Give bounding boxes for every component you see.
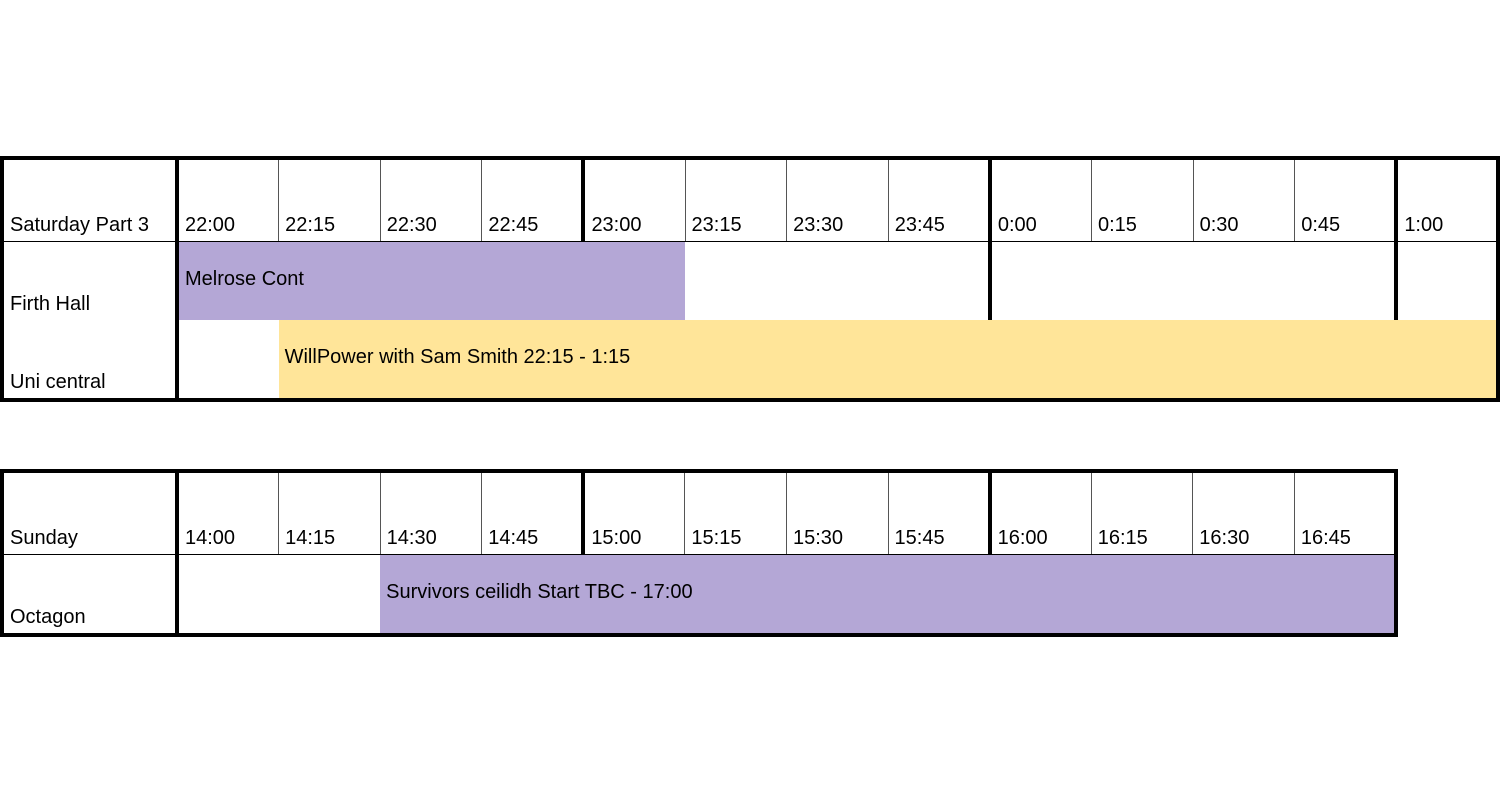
event: WillPower with Sam Smith 22:15 - 1:15	[278, 320, 1498, 400]
time: 16:15	[1090, 471, 1193, 555]
venue: Firth Hall	[10, 293, 91, 315]
time: 0:30	[1192, 158, 1295, 242]
event: Melrose Cont	[174, 241, 686, 320]
time: 15:45	[887, 471, 990, 555]
time: 23:15	[684, 158, 787, 242]
time: 1:00	[1394, 158, 1498, 242]
time: 22:45	[481, 158, 584, 242]
venue-row: Uni central WillPower with Sam Smith 22:…	[2, 320, 1498, 400]
saturday-schedule: Saturday Part 3 22:00 22:15 22:30 22:45 …	[0, 156, 1500, 402]
event-label: Survivors ceilidh Start TBC - 17:00	[386, 580, 693, 603]
header-row: Saturday Part 3 22:00 22:15 22:30 22:45 …	[1, 158, 1498, 242]
venue: Octagon	[10, 606, 86, 628]
empty-cell	[1394, 241, 1498, 320]
time: 0:45	[1294, 158, 1397, 242]
event-label: WillPower with Sam Smith 22:15 - 1:15	[284, 345, 631, 368]
time: 22:15	[278, 158, 381, 242]
empty-cell	[987, 241, 1397, 320]
empty-cell	[175, 320, 279, 400]
time: 14:45	[481, 471, 584, 555]
time: 0:00	[987, 158, 1092, 242]
time: 22:30	[379, 158, 482, 242]
empty-cell	[685, 242, 990, 321]
time: 14:15	[278, 471, 381, 555]
time: 16:45	[1293, 471, 1396, 555]
time: 0:15	[1090, 158, 1194, 242]
header-row: Sunday 14:00 14:15 14:30 14:45 15:00 15:…	[1, 471, 1396, 555]
event-label: Melrose Cont	[185, 267, 304, 290]
time: 23:30	[786, 158, 889, 242]
venue-row: Firth Hall Melrose Cont	[2, 241, 1498, 321]
sunday-schedule: Sunday 14:00 14:15 14:30 14:45 15:00 15:…	[0, 469, 1398, 637]
time: 14:00	[175, 471, 279, 555]
time: 23:00	[581, 158, 686, 242]
time: 15:30	[785, 471, 889, 555]
time: 16:30	[1192, 471, 1295, 555]
venue-row: Octagon Survivors ceilidh Start TBC - 17…	[2, 554, 1396, 635]
venue: Uni central	[10, 371, 106, 393]
time: 16:00	[987, 471, 1092, 555]
time: 15:00	[581, 471, 685, 555]
heading: Sunday	[1, 471, 177, 555]
heading: Saturday Part 3	[1, 158, 177, 242]
empty-cell	[174, 554, 381, 635]
time: 23:45	[887, 158, 990, 242]
time: 15:15	[684, 471, 787, 555]
time: 14:30	[379, 471, 482, 555]
time: 22:00	[175, 158, 279, 242]
event: Survivors ceilidh Start TBC - 17:00	[380, 554, 1396, 635]
